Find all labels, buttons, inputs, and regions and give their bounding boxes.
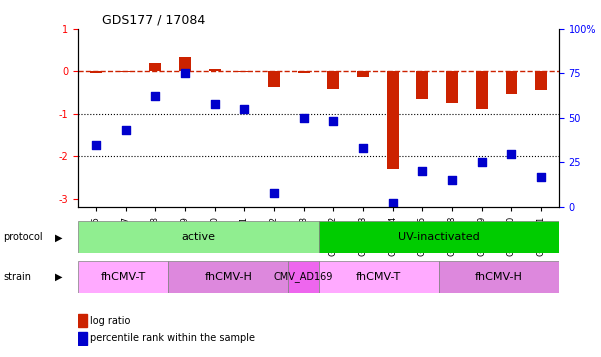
Point [358,145,368,151]
Bar [78,314,87,327]
Bar [535,71,547,90]
Bar [416,71,429,99]
Point [329,119,338,124]
Bar [297,71,310,73]
Text: ▶: ▶ [55,232,63,242]
Text: strain: strain [3,272,31,282]
Text: log ratio: log ratio [90,316,130,326]
Bar [328,71,340,89]
Bar [120,71,132,72]
FancyBboxPatch shape [319,221,559,253]
Text: UV-inactivated: UV-inactivated [398,232,480,242]
Point [388,201,397,206]
Point [240,106,249,112]
Point [507,151,516,156]
Bar [268,71,280,87]
Text: ▶: ▶ [55,272,63,282]
Bar [78,332,87,345]
Bar [446,71,458,103]
Point [299,115,308,121]
Point [210,101,219,106]
Bar [357,71,369,77]
Text: percentile rank within the sample: percentile rank within the sample [90,333,255,343]
Point [447,177,457,183]
FancyBboxPatch shape [78,261,168,293]
Text: CMV_AD169: CMV_AD169 [274,271,333,282]
Point [150,94,160,99]
Text: active: active [182,232,215,242]
Bar [476,71,487,109]
Text: fhCMV-T: fhCMV-T [356,272,401,282]
FancyBboxPatch shape [78,221,319,253]
Text: fhCMV-T: fhCMV-T [100,272,146,282]
FancyBboxPatch shape [288,261,319,293]
Bar [209,69,221,71]
FancyBboxPatch shape [319,261,439,293]
Text: protocol: protocol [3,232,43,242]
Point [91,142,101,147]
Bar [90,71,102,73]
Bar [239,71,250,72]
Text: fhCMV-H: fhCMV-H [475,272,523,282]
Point [418,169,427,174]
Point [180,70,190,76]
FancyBboxPatch shape [168,261,288,293]
FancyBboxPatch shape [439,261,559,293]
Bar [505,71,517,95]
Text: GDS177 / 17084: GDS177 / 17084 [102,13,206,26]
Text: fhCMV-H: fhCMV-H [204,272,252,282]
Bar [387,71,398,169]
Bar [179,57,191,71]
Point [269,190,279,196]
Point [477,160,487,165]
Point [121,127,130,133]
Point [536,174,546,180]
Bar [150,64,161,71]
